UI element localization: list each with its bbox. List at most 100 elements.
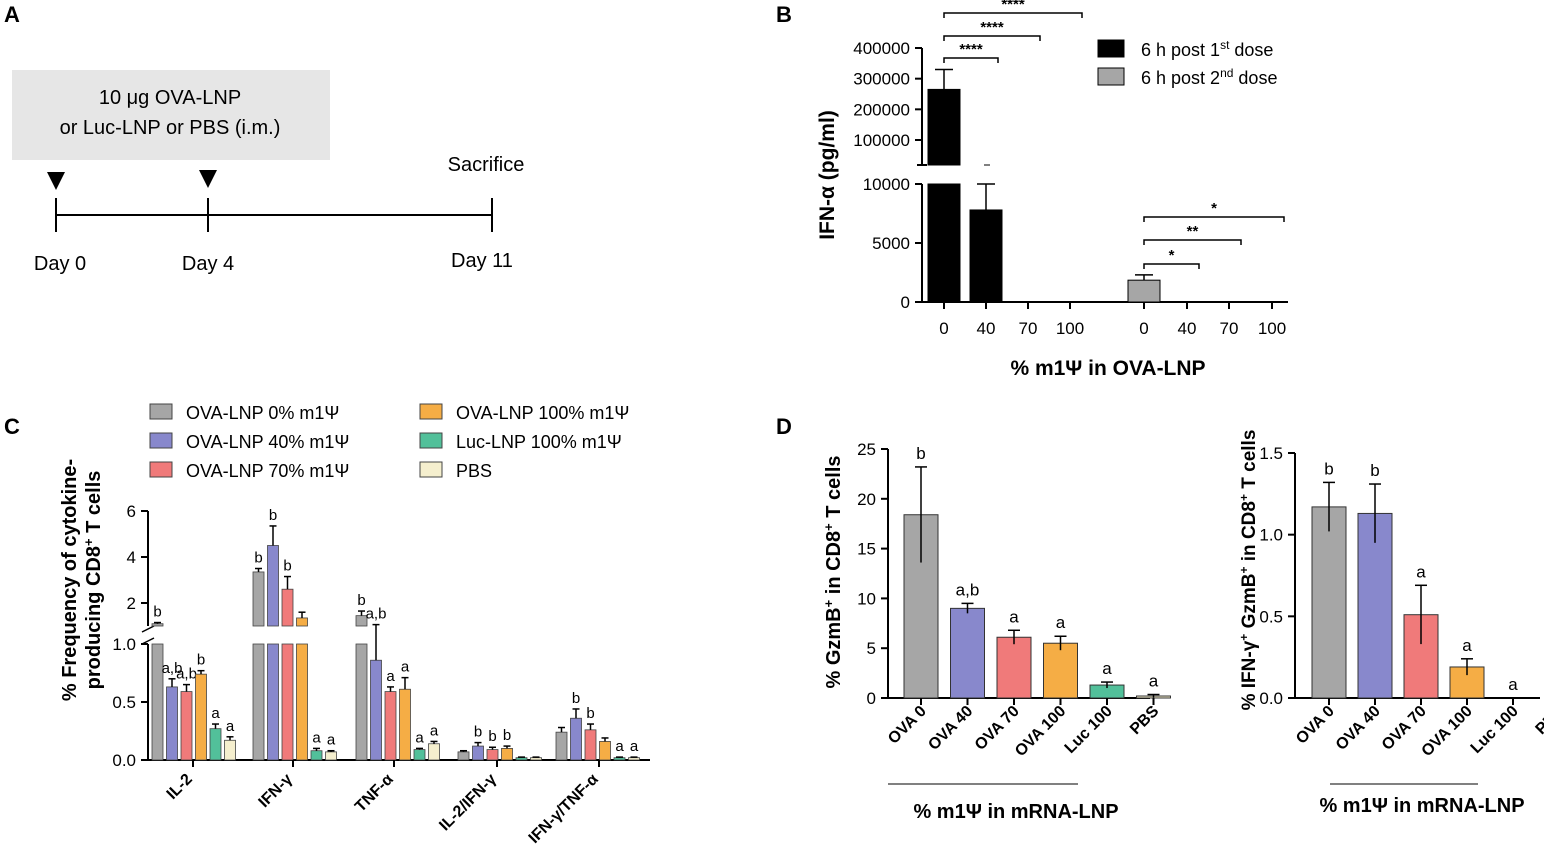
chart-c-bar-lower — [252, 643, 265, 761]
chart-c-bar-upper — [281, 588, 294, 627]
chart-c-ytick-label: 1.0 — [112, 635, 136, 654]
chart-c-xtick-label: IL-2 — [164, 771, 196, 803]
chart-c-bar-lower — [355, 643, 368, 761]
chart-c-bar — [413, 749, 426, 761]
chart-c-bar — [384, 691, 397, 761]
chart-d1-bar — [1043, 642, 1078, 699]
chart-c-bar — [166, 686, 178, 761]
chart-d1-ytick-label: 15 — [857, 540, 876, 559]
chart-d2-xtick-label: OVA 100 — [1419, 703, 1476, 760]
chart-b-bar — [1127, 279, 1161, 303]
chart-b-xtick-label: 70 — [1019, 319, 1038, 338]
chart-b-ytick-label: 10000 — [863, 175, 910, 194]
chart-c-legend-label: PBS — [456, 461, 492, 481]
chart-d2-ytick-label: 1.0 — [1259, 526, 1283, 545]
chart-d1-xtick-label: PBS — [1127, 703, 1163, 739]
panel-label-c: C — [4, 414, 20, 439]
chart-d1-letter: a — [1102, 659, 1112, 678]
chart-c-letter: a — [415, 729, 424, 746]
chart-d2-ytick-label: 0.0 — [1259, 689, 1283, 708]
chart-c-letter: a — [327, 732, 336, 749]
chart-c-bar — [195, 673, 207, 761]
chart-c-bar — [570, 717, 582, 761]
chart-d1-xtick-label: Luc 100 — [1062, 703, 1116, 757]
chart-c-letter: b — [254, 550, 262, 567]
chart-d1-xtick-label: OVA 0 — [885, 703, 930, 748]
chart-d1-xtick-label: OVA 40 — [925, 703, 976, 754]
chart-c-legend-swatch — [149, 432, 173, 449]
chart-b-sig-bracket — [943, 35, 1041, 41]
chart-c-bar — [530, 757, 542, 761]
chart-c-legend-swatch — [419, 403, 443, 420]
chart-b-ytick-label: 100000 — [853, 131, 910, 150]
chart-b-bar-upper — [927, 88, 961, 166]
chart-b-ylabel: IFN-α (pg/ml) — [816, 110, 839, 240]
chart-d2-ytick-label: 1.5 — [1259, 444, 1283, 463]
chart-c-legend-label: OVA-LNP 100% m1Ψ — [456, 403, 629, 423]
chart-c-bar — [180, 691, 193, 761]
chart-c-legend-swatch — [149, 403, 173, 420]
chart-c-bar-lower — [281, 643, 294, 761]
chart-c-bar-upper — [267, 545, 279, 627]
legend-label-first-dose: 6 h post 1st dose — [1141, 38, 1273, 60]
chart-c-bar-lower — [267, 643, 279, 761]
chart-b-sig-label: ** — [1187, 223, 1199, 240]
chart-d2-letter: b — [1370, 461, 1379, 480]
dosing-text-line2: or Luc-LNP or PBS (i.m.) — [60, 117, 281, 139]
chart-d1-xlabel: % m1Ψ in mRNA-LNP — [913, 801, 1118, 823]
chart-d1-letter: a — [1056, 613, 1066, 632]
chart-c-ytick-label: 0.5 — [112, 693, 136, 712]
chart-c-xtick-label: IFN-γ/TNF-α — [526, 771, 602, 847]
chart-c-letter: b — [586, 705, 594, 722]
chart-c-legend-label: OVA-LNP 0% m1Ψ — [186, 403, 339, 423]
chart-c-bar — [628, 757, 640, 761]
chart-c-letter: a — [615, 738, 624, 755]
chart-c-legend: OVA-LNP 0% m1Ψ OVA-LNP 40% m1Ψ OVA-LNP 70%… — [149, 403, 629, 481]
chart-d2-letter: a — [1416, 562, 1426, 581]
panel-label-d: D — [776, 414, 792, 439]
chart-d1-letter: b — [916, 444, 925, 463]
chart-d1-bar — [950, 607, 985, 699]
chart-c-ytick-label: 2 — [127, 594, 136, 613]
chart-b-sig-label: **** — [959, 41, 983, 58]
chart-d2-bar — [1357, 512, 1393, 699]
chart-c-bar — [613, 757, 626, 761]
chart-c-bar — [599, 741, 611, 761]
chart-b-bar-lower — [927, 183, 961, 303]
chart-c-letter: a,b — [162, 660, 183, 677]
chart-c-letter: a — [630, 738, 639, 755]
chart-b-xtick-label: 0 — [1139, 319, 1148, 338]
chart-c-letter: a — [386, 668, 395, 685]
chart-b-sig-label: * — [1169, 247, 1175, 264]
chart-c-ytick-label: 6 — [127, 502, 136, 521]
chart-c-bar — [224, 739, 236, 761]
chart-c-cytokine-frequency: % Frequency of cytokine- producing CD8+ … — [59, 403, 650, 847]
chart-b-sig-bracket — [1143, 216, 1285, 222]
chart-d1-letter: a — [1009, 607, 1019, 626]
chart-c-xtick-label: IL-2/IFN-γ — [436, 771, 500, 835]
chart-b-xtick-label: 0 — [939, 319, 948, 338]
chart-b-sig-bracket — [1143, 239, 1242, 245]
chart-c-letter: a — [211, 705, 220, 722]
chart-c-letter: b — [572, 690, 580, 707]
chart-d1-letter: a,b — [956, 580, 980, 599]
legend-swatch-second-dose — [1097, 67, 1125, 86]
chart-d2-ifng-gzmb: % IFN-γ+ GzmB+ in CD8+ T cells % m1Ψ in … — [1237, 430, 1544, 817]
chart-c-letter: a — [312, 729, 321, 746]
chart-c-letter: a — [430, 722, 439, 739]
chart-c-ylabel-line2: producing CD8+ T cells — [81, 471, 105, 690]
day-label-4: Day 4 — [182, 253, 234, 275]
chart-c-legend-label: Luc-LNP 100% m1Ψ — [456, 432, 622, 452]
chart-d1-ylabel: % GzmB+ in CD8+ T cells — [821, 455, 845, 688]
chart-c-letter: a,b — [176, 666, 197, 683]
chart-c-legend-swatch — [419, 461, 443, 478]
chart-d1-ytick-label: 20 — [857, 490, 876, 509]
chart-d1-ytick-label: 25 — [857, 440, 876, 459]
chart-c-ytick-label: 4 — [127, 548, 136, 567]
chart-d2-ytick-label: 0.5 — [1259, 607, 1283, 626]
chart-c-bar — [501, 748, 513, 761]
chart-c-letter: b — [197, 652, 205, 669]
chart-b-sig-label: **** — [980, 19, 1004, 36]
chart-c-letter: b — [357, 592, 365, 609]
